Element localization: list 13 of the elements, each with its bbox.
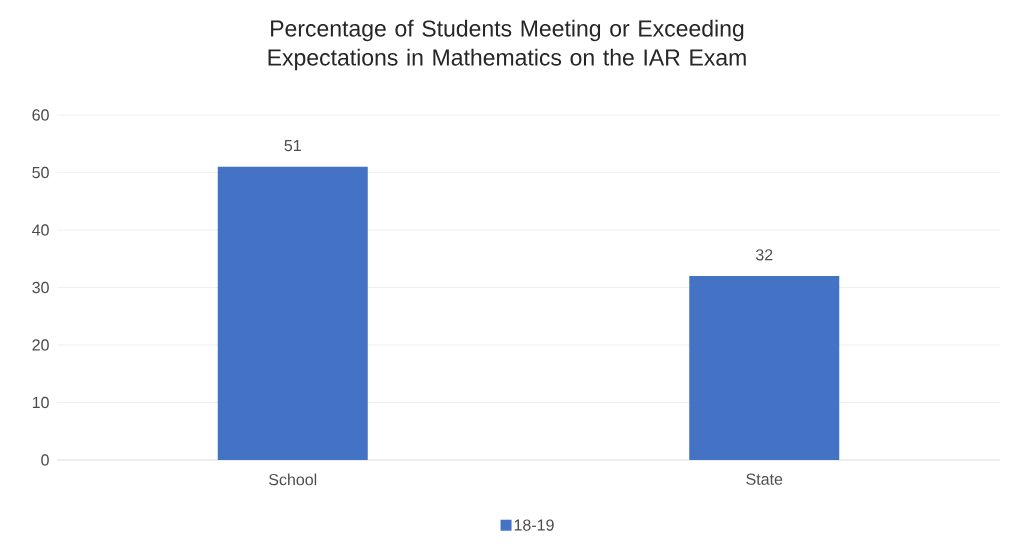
x-tick-label: State: [746, 473, 783, 485]
data-label: 32: [755, 249, 773, 261]
y-tick-label: 60: [32, 109, 49, 121]
y-tick-label: 40: [32, 224, 49, 236]
legend-label: 18-19: [514, 519, 554, 531]
y-tick-label: 20: [32, 339, 49, 351]
y-tick-label: 50: [32, 166, 49, 179]
data-label: 51: [284, 140, 301, 152]
y-tick-label: 10: [32, 396, 49, 409]
y-tick-label: 30: [32, 281, 49, 294]
x-tick-label: School: [269, 473, 317, 486]
y-tick-label: 0: [41, 454, 49, 466]
chart-title: Percentage of Students Meeting or Exceeding Expectations in Mathematics on the IAR Exam: [268, 19, 746, 71]
